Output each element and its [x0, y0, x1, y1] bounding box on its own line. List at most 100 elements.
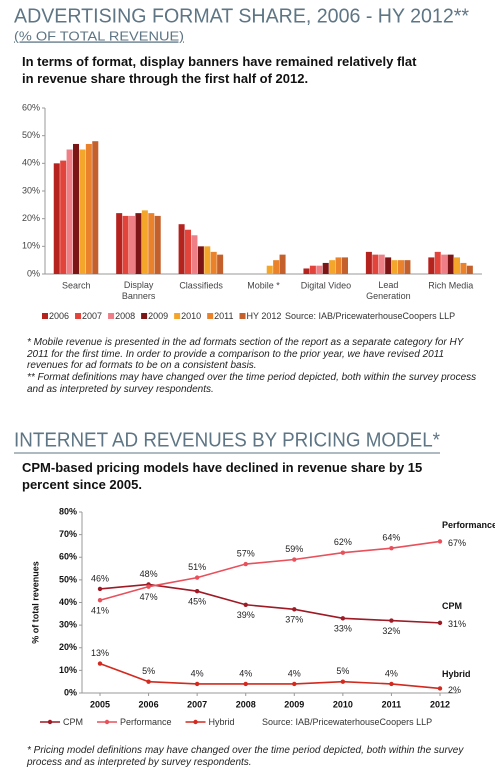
x-tick-label: Mobile * — [247, 280, 280, 290]
legend-label: 2011 — [214, 311, 233, 321]
series-label: CPM — [442, 601, 462, 611]
data-label: 4% — [385, 668, 398, 678]
marker — [243, 561, 248, 567]
x-tick-label: 2005 — [90, 699, 110, 709]
bar — [279, 254, 286, 274]
marker — [243, 602, 248, 607]
chart-subtitle: (% OF TOTAL REVENUE) — [14, 28, 184, 43]
bar — [73, 143, 80, 274]
bar — [365, 251, 372, 274]
y-tick-label: 0% — [64, 687, 77, 697]
bar — [141, 210, 148, 274]
data-label: 2% — [448, 685, 461, 695]
data-label: 62% — [334, 537, 352, 547]
source: Source: IAB/PricewaterhouseCoopers LLP — [262, 717, 432, 727]
data-label: 4% — [239, 668, 252, 678]
data-label: 48% — [140, 569, 158, 579]
marker — [389, 546, 394, 551]
legend-label: HY 2012 — [247, 311, 282, 321]
bar — [397, 260, 405, 274]
bar — [148, 213, 155, 274]
bar — [266, 265, 273, 274]
bar — [178, 224, 185, 274]
x-tick-label: Display Banners — [122, 280, 156, 301]
y-tick-label: 0% — [27, 268, 40, 278]
legend-label: 2010 — [181, 311, 201, 321]
line — [99, 540, 441, 602]
y-tick-label: 60% — [22, 102, 40, 112]
x-tick-label: 2012 — [430, 699, 450, 709]
bar — [434, 251, 441, 274]
x-tick-label: Classifieds — [179, 280, 223, 290]
bar — [60, 160, 67, 274]
bar — [122, 215, 129, 274]
description: In terms of format, display banners have… — [22, 54, 417, 86]
y-tick-label: 60% — [59, 552, 77, 562]
data-label: 5% — [142, 666, 155, 676]
x-tick-label: 2008 — [236, 699, 256, 709]
legend-swatch — [42, 313, 48, 319]
line — [99, 583, 441, 624]
data-label: 39% — [237, 610, 255, 620]
data-label: 41% — [91, 606, 109, 616]
x-tick-label: Search — [62, 280, 91, 290]
chart-title: ADVERTISING FORMAT SHARE, 2006 - HY 2012… — [14, 5, 469, 27]
marker — [389, 681, 394, 687]
legend-swatch — [141, 313, 148, 319]
marker — [340, 616, 346, 621]
marker — [97, 661, 103, 666]
data-label: 5% — [336, 666, 349, 676]
bar — [303, 268, 310, 274]
data-label: 13% — [91, 648, 109, 658]
bar — [129, 215, 136, 274]
marker — [437, 686, 443, 691]
bar — [154, 215, 161, 274]
marker — [340, 550, 346, 555]
data-label: 57% — [237, 548, 255, 558]
legend-marker — [104, 719, 110, 725]
bar — [378, 254, 385, 274]
legend-label: 2009 — [148, 311, 168, 321]
y-tick-label: 50% — [59, 574, 77, 584]
marker — [292, 607, 297, 612]
bar — [372, 254, 379, 274]
marker — [437, 620, 443, 626]
bar — [466, 265, 473, 274]
marker — [97, 586, 103, 592]
bar — [316, 265, 323, 274]
marker — [146, 584, 151, 589]
bar — [460, 262, 467, 274]
bar — [335, 257, 342, 274]
series-label: Performance — [442, 520, 495, 530]
x-tick-label: Rich Media — [428, 280, 473, 290]
marker — [389, 618, 394, 623]
y-tick-label: 50% — [22, 130, 40, 140]
chart-title: INTERNET AD REVENUES BY PRICING MODEL* — [14, 429, 440, 451]
x-tick-label: 2006 — [139, 699, 159, 709]
legend-marker — [47, 719, 53, 725]
source: Source: IAB/PricewaterhouseCoopers LLP — [285, 311, 455, 321]
bar — [341, 257, 349, 274]
marker — [97, 598, 103, 603]
data-label: 31% — [448, 619, 466, 629]
bar — [404, 260, 411, 274]
bar — [329, 260, 336, 274]
bar — [185, 229, 192, 274]
bar — [385, 257, 392, 274]
marker — [292, 681, 297, 687]
bar — [79, 149, 86, 274]
legend-swatch — [108, 313, 115, 319]
data-label: 46% — [91, 573, 109, 583]
x-tick-label: 2010 — [333, 699, 353, 709]
bar — [66, 149, 73, 274]
footnote: * Mobile revenue is presented in the ad … — [27, 337, 464, 371]
bar — [391, 260, 398, 274]
legend-label: Hybrid — [209, 717, 235, 727]
marker — [194, 575, 200, 580]
y-axis-label: % of total revenues — [30, 561, 40, 644]
bar — [453, 257, 461, 274]
bar — [309, 265, 316, 274]
data-label: 64% — [382, 533, 400, 543]
